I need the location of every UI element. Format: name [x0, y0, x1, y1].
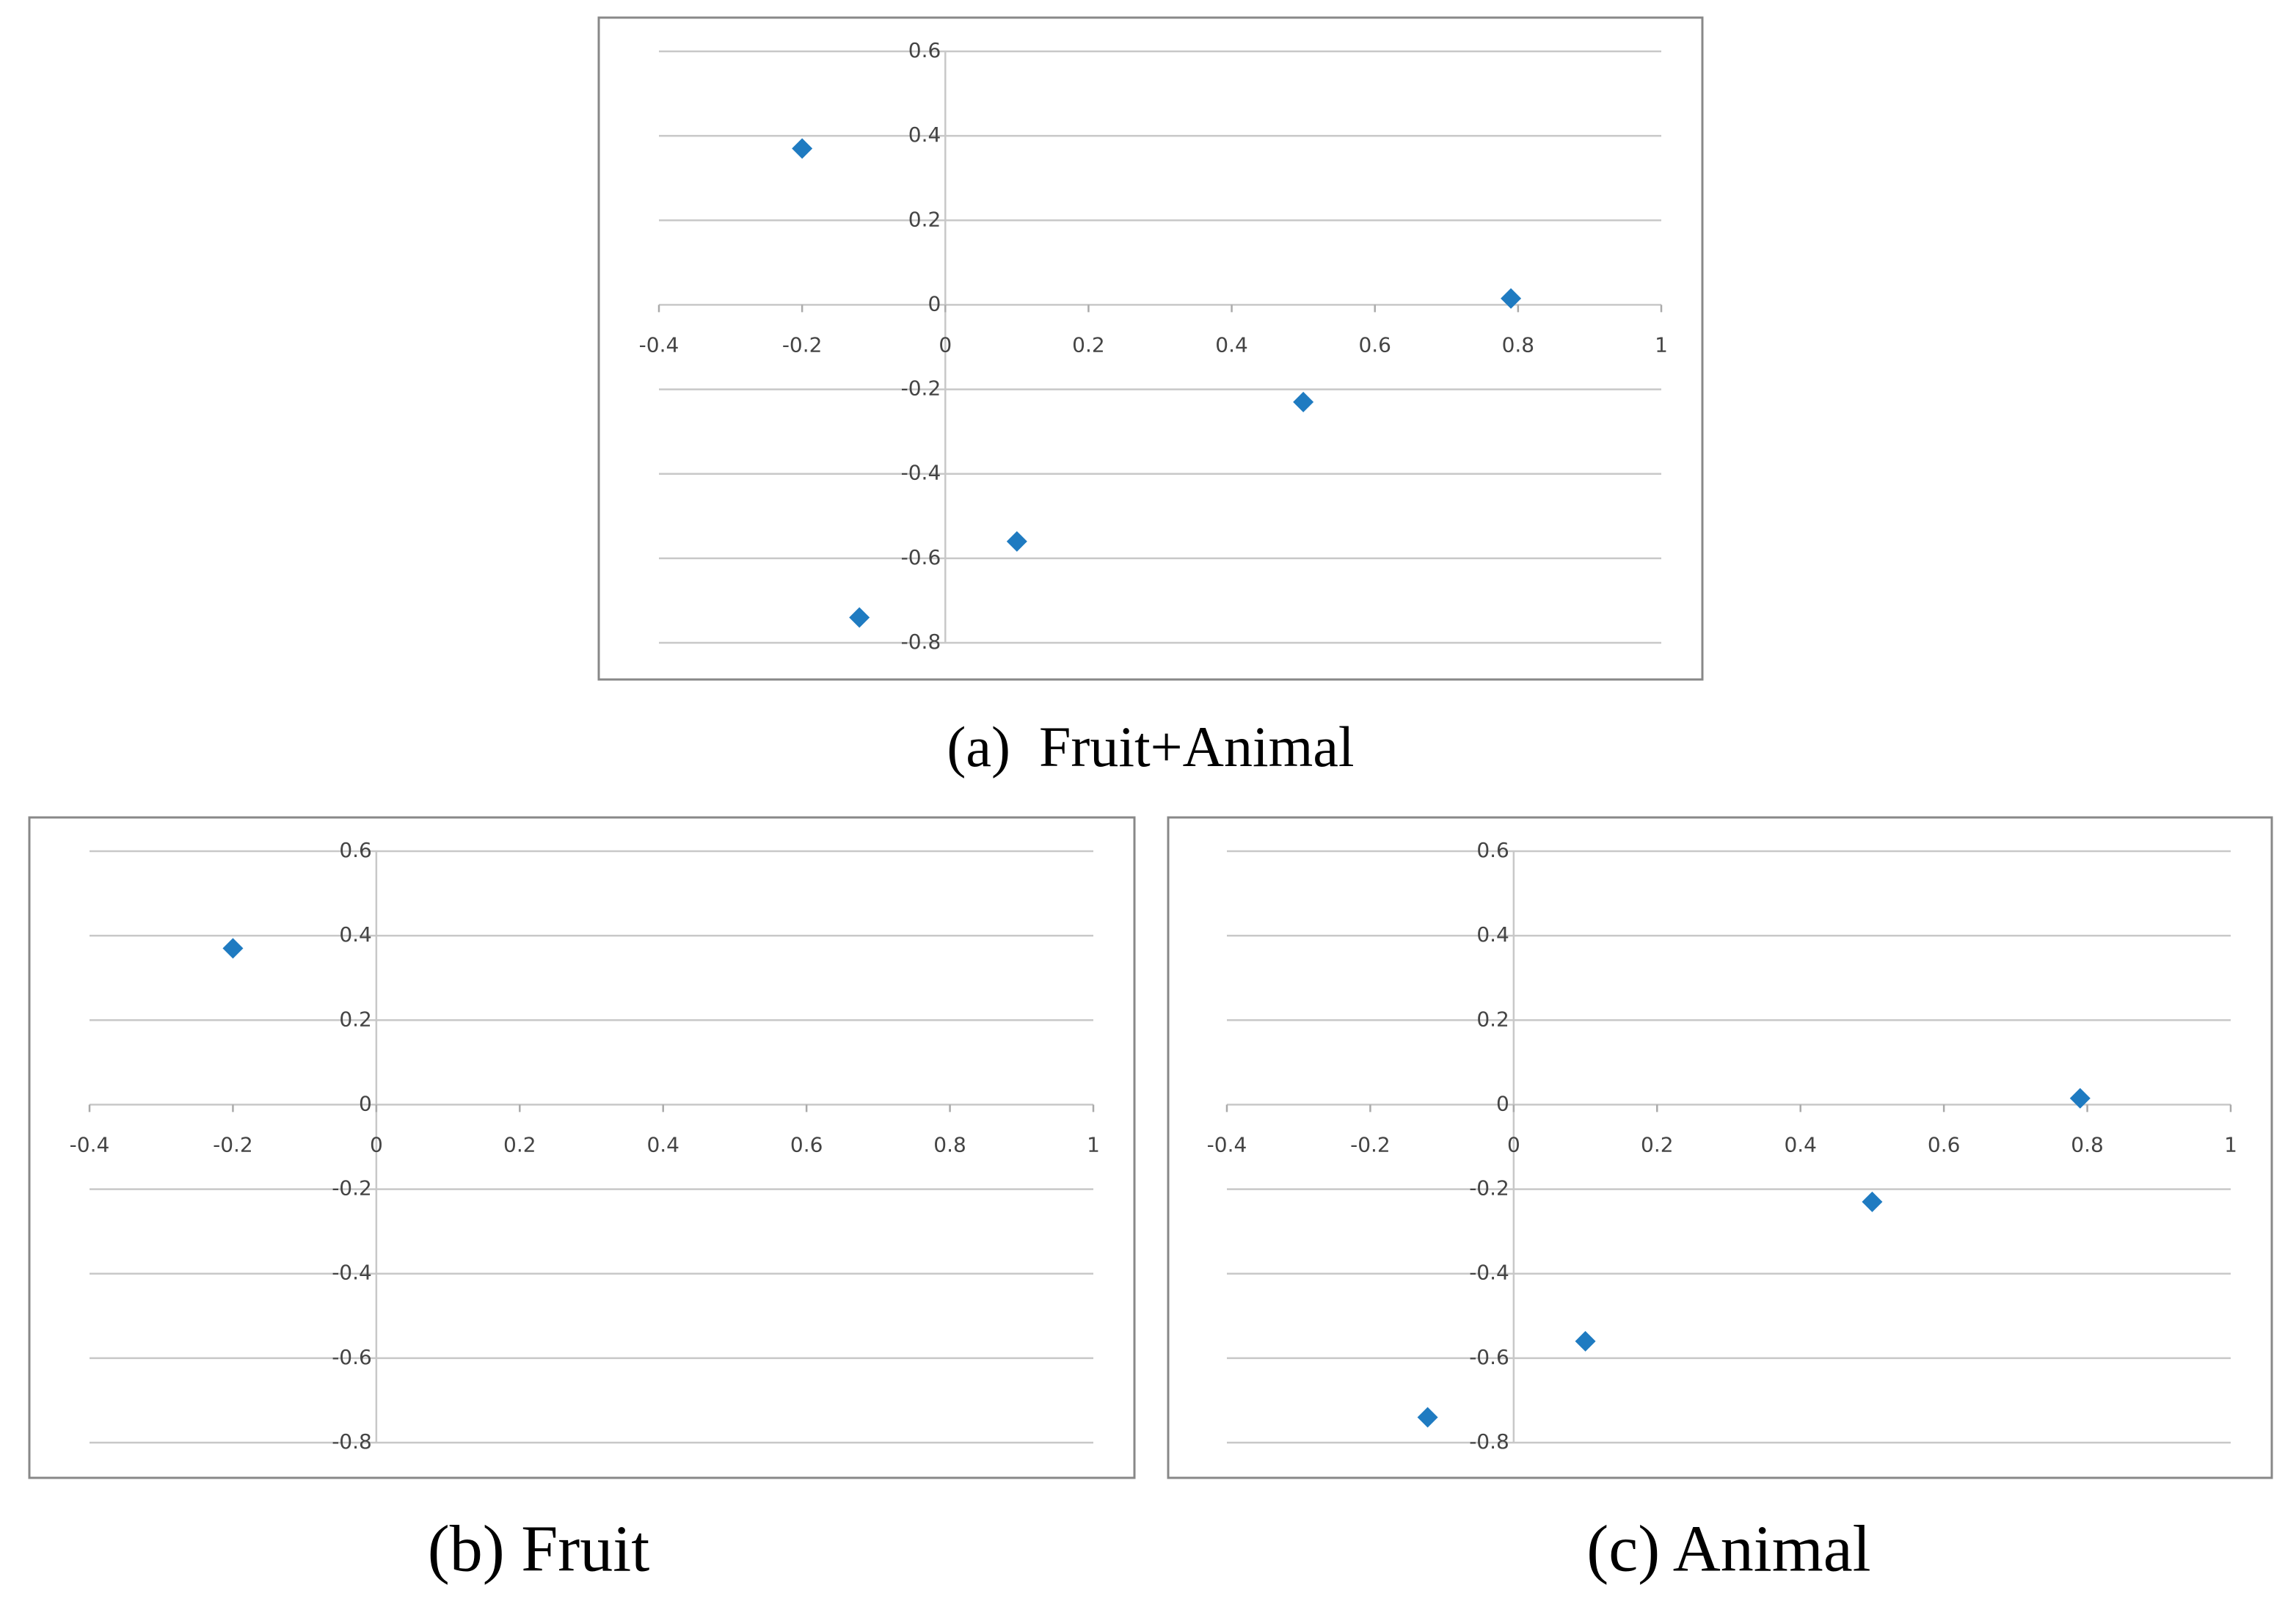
x-tick-label: 1: [1087, 1132, 1100, 1156]
y-tick-label: -0.2: [901, 376, 941, 401]
x-tick-label: 0.2: [503, 1132, 536, 1156]
point: [849, 607, 870, 628]
y-tick-label: 0.6: [1476, 838, 1509, 862]
point: [1862, 1191, 1883, 1212]
y-tick-label: -0.6: [901, 545, 941, 569]
y-tick-label: 0.4: [1476, 922, 1509, 947]
y-tick-label: 0.4: [339, 922, 372, 947]
y-tick-label: 0.4: [908, 123, 941, 147]
x-tick-label: 0: [939, 332, 952, 357]
x-tick-label: 0.4: [646, 1132, 679, 1156]
caption: (b) Fruit: [428, 1513, 649, 1586]
y-tick-label: 0: [927, 291, 941, 316]
x-tick-label: 0.6: [790, 1132, 823, 1156]
point: [1575, 1330, 1596, 1352]
x-tick-label: 1: [1655, 332, 1668, 357]
x-tick-label: 0.2: [1072, 332, 1105, 357]
point: [1417, 1407, 1438, 1428]
caption: (c) Animal: [1586, 1513, 1870, 1586]
y-tick-label: -0.8: [1469, 1429, 1509, 1454]
y-tick-label: -0.4: [901, 461, 941, 485]
chart-frame: [597, 16, 1704, 681]
y-tick-label: -0.6: [332, 1345, 372, 1369]
x-tick-label: 1: [2224, 1132, 2237, 1156]
chart-frame: [28, 816, 1136, 1479]
point: [1293, 391, 1314, 412]
point: [2069, 1087, 2091, 1109]
x-tick-label: 0.4: [1215, 332, 1248, 357]
y-tick-label: 0.6: [908, 38, 941, 62]
point: [1006, 531, 1027, 552]
x-tick-label: -0.4: [1207, 1132, 1247, 1156]
chart-frame: [1167, 816, 2273, 1479]
x-tick-label: 0.4: [1784, 1132, 1817, 1156]
point: [792, 138, 813, 159]
x-tick-label: 0.8: [933, 1132, 966, 1156]
y-tick-label: 0.2: [339, 1007, 372, 1031]
y-tick-label: -0.4: [1469, 1261, 1509, 1285]
caption: (a) Fruit+Animal: [947, 715, 1354, 779]
y-tick-label: -0.6: [1469, 1345, 1509, 1369]
x-tick-label: 0.8: [1502, 332, 1535, 357]
x-tick-label: -0.2: [213, 1132, 253, 1156]
x-tick-label: 0: [1507, 1132, 1520, 1156]
x-tick-label: -0.2: [1350, 1132, 1391, 1156]
x-tick-label: 0.6: [1358, 332, 1391, 357]
y-tick-label: 0: [1496, 1091, 1509, 1115]
y-tick-label: -0.8: [332, 1429, 372, 1454]
point: [222, 938, 244, 959]
point: [1501, 288, 1522, 309]
x-tick-label: 0.6: [1928, 1132, 1961, 1156]
x-tick-label: 0: [370, 1132, 383, 1156]
y-tick-label: 0: [359, 1091, 372, 1115]
y-tick-label: 0.2: [908, 207, 941, 231]
y-tick-label: -0.2: [1469, 1176, 1509, 1200]
x-tick-label: -0.4: [639, 332, 679, 357]
y-tick-label: -0.8: [901, 630, 941, 654]
x-tick-label: -0.2: [782, 332, 823, 357]
y-tick-label: 0.6: [339, 838, 372, 862]
y-tick-label: -0.2: [332, 1176, 372, 1200]
y-tick-label: -0.4: [332, 1261, 372, 1285]
y-tick-label: 0.2: [1476, 1007, 1509, 1031]
x-tick-label: -0.4: [70, 1132, 110, 1156]
x-tick-label: 0.2: [1641, 1132, 1674, 1156]
x-tick-label: 0.8: [2071, 1132, 2104, 1156]
